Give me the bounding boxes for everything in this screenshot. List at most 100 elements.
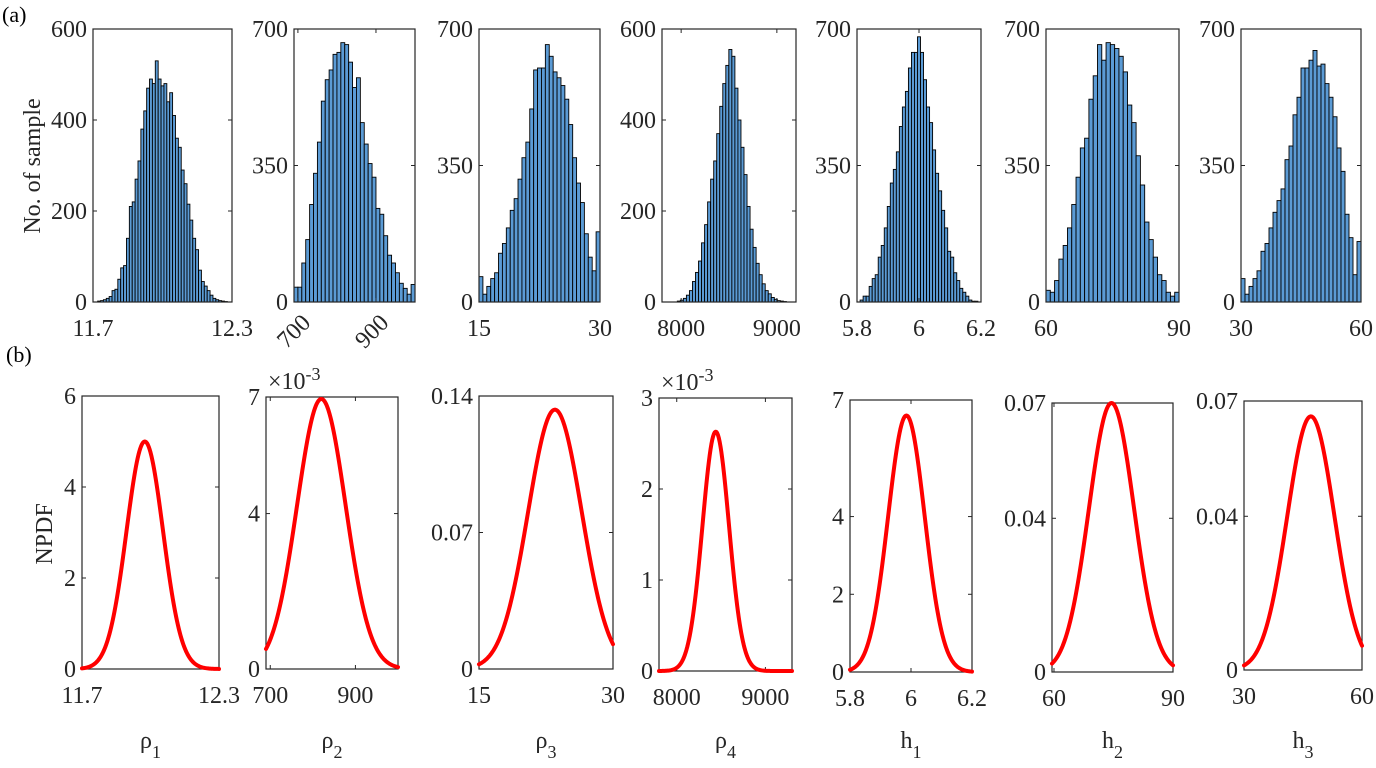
ytick-label: 4 — [64, 475, 76, 501]
histogram-bar — [309, 204, 314, 303]
histogram-bar — [513, 198, 519, 303]
histogram-bar — [572, 157, 578, 303]
histogram-bar — [722, 83, 727, 303]
histogram-bar — [1092, 75, 1098, 303]
histogram-bar — [529, 108, 535, 303]
histogram-bar — [1256, 270, 1262, 303]
histogram-bar — [953, 272, 958, 303]
histogram-bar — [316, 141, 322, 303]
ytick-label: 0.07 — [431, 521, 473, 547]
histogram-bar — [862, 295, 867, 303]
panel-tag-a: (a) — [2, 2, 26, 27]
histogram-bar — [898, 126, 903, 303]
histogram-bar — [1296, 96, 1302, 303]
npdf-curve — [80, 439, 221, 671]
histogram-bar — [1252, 278, 1258, 303]
histogram-bar — [926, 106, 931, 303]
xtick-label: 30 — [601, 683, 625, 709]
ylabel-row-a: No. of sample — [20, 98, 46, 233]
histogram-bar — [1157, 274, 1163, 303]
histogram-bar — [685, 294, 690, 303]
ytick-label: 350 — [1004, 154, 1040, 180]
histogram-bar — [1260, 250, 1266, 303]
histogram-bar — [486, 285, 492, 303]
histogram-bar — [1054, 280, 1060, 303]
xtick-label: 5.8 — [842, 316, 872, 342]
histogram-bar — [560, 85, 566, 303]
xtick-label: 900 — [350, 310, 394, 354]
histogram-bar — [1165, 291, 1171, 303]
xtick-label: 9000 — [741, 685, 789, 711]
npdf-panel-h1: 0 2 4 7 5.8 6 6.2 h1 — [832, 388, 987, 762]
histogram-bar — [923, 79, 928, 303]
histogram-bar — [1131, 122, 1137, 303]
ytick-label: 0 — [248, 657, 260, 683]
histogram-bar — [770, 297, 775, 303]
histogram-bar — [371, 176, 377, 303]
ytick-label: 2 — [832, 582, 844, 608]
histogram-bar — [892, 168, 897, 303]
ytick-label: 200 — [620, 199, 656, 225]
ytick-label: 4 — [248, 502, 260, 528]
histogram-bar — [521, 157, 527, 303]
histogram-bar — [710, 178, 715, 303]
histogram-bar — [332, 53, 338, 303]
ytick-label: 0 — [644, 290, 656, 316]
npdf-curve — [264, 396, 400, 670]
histogram-bar — [920, 51, 924, 303]
ytick-label: 600 — [51, 17, 87, 43]
histogram-bar — [1352, 274, 1358, 303]
xlabel: h2 — [1102, 728, 1123, 762]
ytick-label: 0 — [1028, 290, 1040, 316]
ytick-label: 400 — [51, 108, 87, 134]
histogram-bar — [929, 122, 934, 303]
histogram-bar — [552, 71, 558, 303]
histogram-bar — [1280, 188, 1286, 303]
histogram-bar — [1122, 71, 1128, 303]
axes-box — [661, 28, 797, 303]
histogram-bar — [917, 36, 921, 303]
histogram-bar — [965, 295, 970, 303]
histogram-bar — [701, 242, 706, 303]
npdf-panel-h3: 0 0.04 0.07 30 60 h3 — [1196, 389, 1374, 762]
xlabel: h1 — [901, 728, 922, 762]
ytick-label: 2 — [64, 566, 76, 592]
histogram-bar — [482, 293, 488, 303]
xtick-label: 8000 — [657, 316, 705, 342]
histogram-bar — [886, 205, 891, 303]
xtick-label: 6.2 — [966, 316, 996, 342]
xtick-label: 700 — [272, 310, 316, 354]
ytick-label: 7 — [248, 385, 260, 411]
ytick-label: 350 — [1199, 154, 1235, 180]
histogram-bar — [348, 61, 353, 303]
ytick-label: 350 — [437, 154, 473, 180]
histogram-bar — [740, 146, 745, 303]
histogram-bar — [1332, 116, 1338, 303]
histogram-bar — [313, 172, 318, 303]
histogram-bar — [1264, 243, 1270, 303]
ytick-label: 1 — [641, 568, 653, 594]
histogram-bar — [1058, 258, 1064, 303]
histogram-bar — [1088, 98, 1094, 303]
histogram-bar — [580, 202, 585, 303]
xtick-label: 30 — [588, 316, 612, 342]
histogram-bar — [959, 287, 964, 303]
histogram-bar — [556, 77, 562, 303]
histogram-bar — [1340, 170, 1346, 303]
ytick-label: 700 — [1004, 17, 1040, 43]
histogram-bar — [537, 67, 542, 303]
histogram-bar — [395, 272, 400, 303]
histogram-bar — [962, 291, 967, 303]
ytick-label: 200 — [51, 199, 87, 225]
histogram-bar — [387, 254, 393, 303]
histogram-bar — [352, 87, 357, 303]
ytick-label: 0 — [1034, 660, 1046, 686]
histogram-bar — [1268, 227, 1274, 303]
histogram-bar — [494, 272, 499, 303]
ytick-label: 700 — [815, 17, 851, 43]
histogram-panel-h2: 0 350 700 60 90 — [1004, 17, 1191, 342]
histogram-bar — [938, 190, 943, 303]
histogram-bar — [1336, 147, 1342, 303]
